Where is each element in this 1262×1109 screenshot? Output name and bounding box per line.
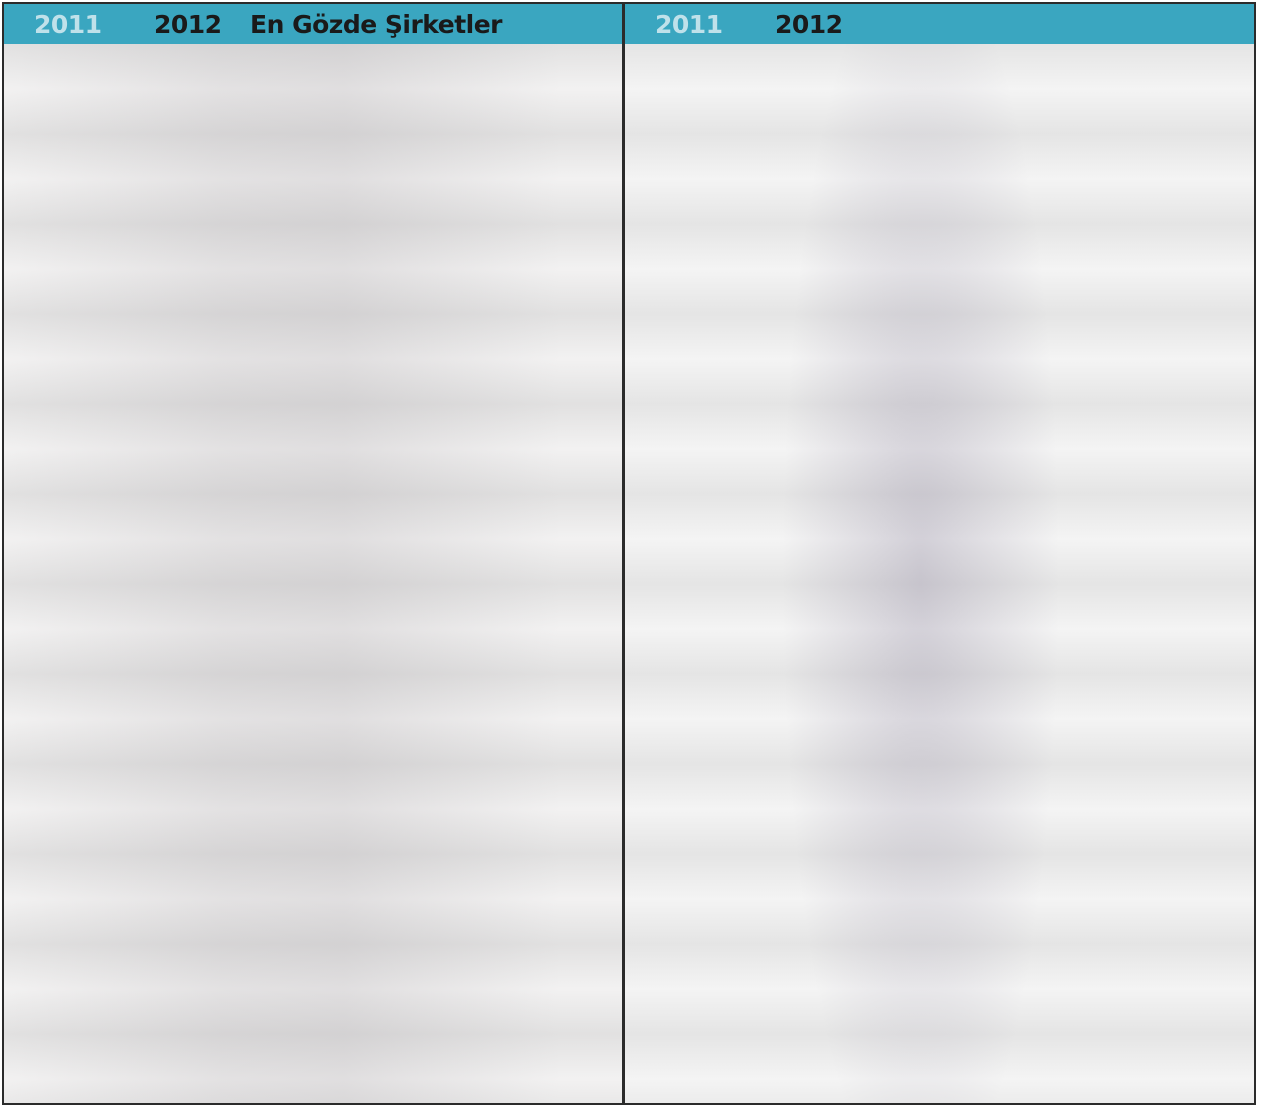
- year-tab[interactable]: 2011: [655, 9, 723, 39]
- panel-title: En Gözde Şirketler: [250, 9, 503, 39]
- panel-body: [4, 44, 622, 1103]
- header-bar: 2011 2012 En Gözde Şirketler: [4, 4, 622, 44]
- year-tab[interactable]: 2011: [34, 9, 102, 39]
- right-panel: 2011 2012: [625, 4, 1254, 1103]
- left-panel: 2011 2012 En Gözde Şirketler: [4, 4, 622, 1103]
- year-tab[interactable]: 2012: [775, 9, 843, 39]
- header-bar: 2011 2012: [625, 4, 1254, 44]
- panel-body: [625, 44, 1254, 1103]
- year-tab[interactable]: 2012: [154, 9, 222, 39]
- divider: [622, 4, 625, 1103]
